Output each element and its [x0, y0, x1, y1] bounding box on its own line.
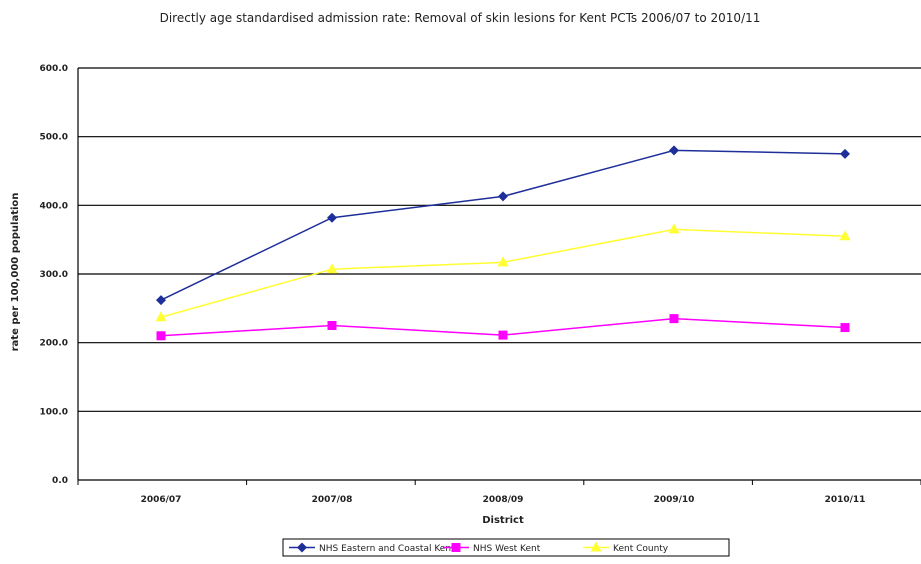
data-point-diamond [498, 191, 508, 202]
legend-box [282, 538, 730, 557]
data-point-diamond [840, 148, 850, 159]
series-2 [155, 223, 851, 322]
legend-label: Kent County [613, 544, 669, 554]
data-point-triangle [497, 256, 509, 267]
y-tick-label: 0.0 [52, 476, 68, 486]
y-tick-label: 500.0 [40, 133, 68, 143]
y-axis-label: rate per 100,000 population [10, 193, 21, 352]
data-point-square [156, 331, 166, 341]
x-tick-label: 2008/09 [483, 495, 524, 505]
x-tick-label: 2009/10 [654, 495, 695, 505]
y-tick-label: 600.0 [40, 64, 68, 74]
y-tick-labels: 0.0 100.0 200.0 300.0 400.0 500.0 600.0 [40, 64, 68, 486]
x-tick-label: 2007/08 [312, 495, 353, 505]
x-tick-label: 2010/11 [825, 495, 866, 505]
data-point-triangle [326, 263, 338, 274]
y-tick-label: 400.0 [40, 201, 68, 211]
x-axis-label: District [482, 515, 524, 526]
data-point-square [840, 323, 850, 333]
data-point-diamond [327, 212, 337, 223]
data-point-triangle [590, 541, 602, 552]
data-point-triangle [155, 311, 167, 322]
data-point-triangle [839, 230, 851, 241]
series-0 [156, 145, 850, 306]
legend-label: NHS West Kent [473, 544, 541, 554]
y-tick-label: 300.0 [40, 270, 68, 280]
legend-label: NHS Eastern and Coastal Kent [319, 544, 455, 554]
data-point-square [669, 314, 679, 324]
data-point-diamond [156, 295, 166, 306]
data-point-diamond [669, 145, 679, 156]
series-1 [156, 314, 850, 341]
x-tick-label: 2006/07 [141, 495, 182, 505]
y-tick-label: 200.0 [40, 339, 68, 349]
data-point-square [451, 543, 461, 552]
legend: NHS Eastern and Coastal Kent NHS West Ken… [282, 538, 730, 557]
chart-title: Directly age standardised admission rate… [160, 11, 761, 25]
y-tick-label: 100.0 [40, 407, 68, 417]
series-group [155, 145, 851, 341]
data-point-square [327, 321, 337, 330]
data-point-diamond [297, 542, 307, 553]
series-line [160, 149, 846, 301]
gridlines [77, 67, 921, 485]
x-tick-labels: 2006/07 2007/08 2008/09 2009/10 2010/11 [141, 495, 866, 505]
series-line [160, 228, 846, 318]
data-point-triangle [668, 223, 680, 234]
data-point-square [498, 330, 508, 340]
